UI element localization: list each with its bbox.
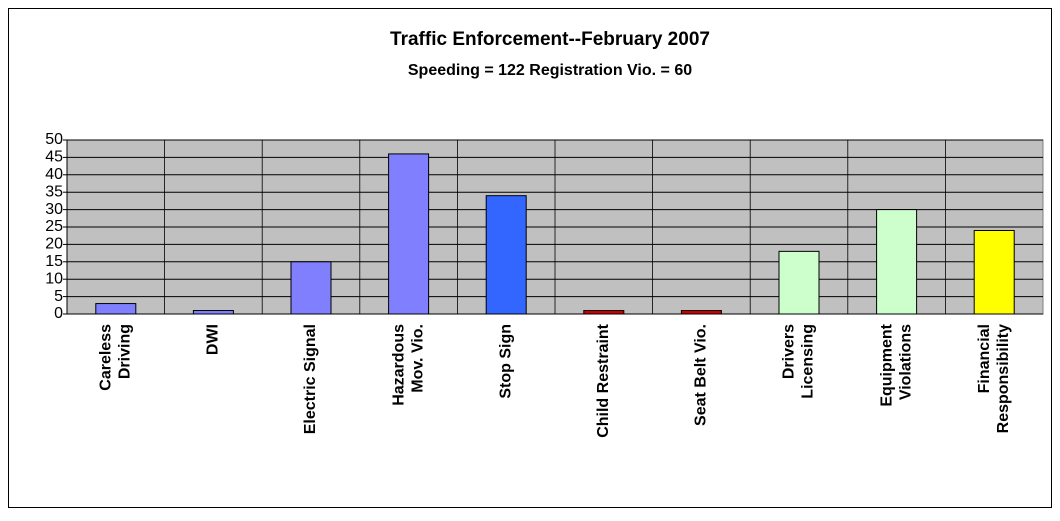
bar <box>876 209 918 315</box>
y-tick-label: 20 <box>45 236 63 253</box>
x-tick-label: Electric Signal <box>302 324 319 434</box>
y-tick-label: 15 <box>45 253 63 270</box>
y-tick-label: 10 <box>45 270 63 287</box>
x-tick-label: Seat Belt Vio. <box>693 324 710 426</box>
x-tick-label: Violations <box>897 324 914 400</box>
bar <box>192 310 234 315</box>
y-tick-label: 45 <box>45 149 63 166</box>
y-tick-label: 30 <box>45 201 63 218</box>
x-tick-label: Licensing <box>800 324 817 399</box>
bar <box>583 310 625 315</box>
x-tick-label: Drivers <box>781 324 798 379</box>
y-tick-label: 5 <box>54 288 63 305</box>
chart-title: Traffic Enforcement--February 2007 <box>390 29 710 50</box>
bar <box>388 153 430 315</box>
x-tick-label: DWI <box>205 324 222 355</box>
x-tick-label: Careless <box>98 324 115 391</box>
bar <box>680 310 722 315</box>
y-tick-label: 35 <box>45 183 63 200</box>
x-tick-label: Child Restraint <box>595 323 612 437</box>
bar <box>485 195 527 315</box>
x-tick-label: Mov. Vio. <box>409 324 426 393</box>
x-tick-label: Financial <box>976 324 993 393</box>
y-tick-label: 0 <box>54 305 63 322</box>
bar <box>290 261 332 315</box>
x-tick-label: Equipment <box>878 323 895 406</box>
y-tick-label: 40 <box>45 166 63 183</box>
x-tick-label: Stop Sign <box>497 324 514 399</box>
x-tick-label: Hazardous <box>390 324 407 406</box>
y-tick-label: 50 <box>45 131 63 148</box>
bar <box>973 229 1015 315</box>
x-tick-label: Driving <box>117 324 134 379</box>
chart-subtitle: Speeding = 122 Registration Vio. = 60 <box>408 62 692 79</box>
bar <box>95 303 137 315</box>
bar <box>778 250 820 315</box>
x-tick-label: Responsibility <box>995 324 1012 433</box>
y-tick-label: 25 <box>45 218 63 235</box>
